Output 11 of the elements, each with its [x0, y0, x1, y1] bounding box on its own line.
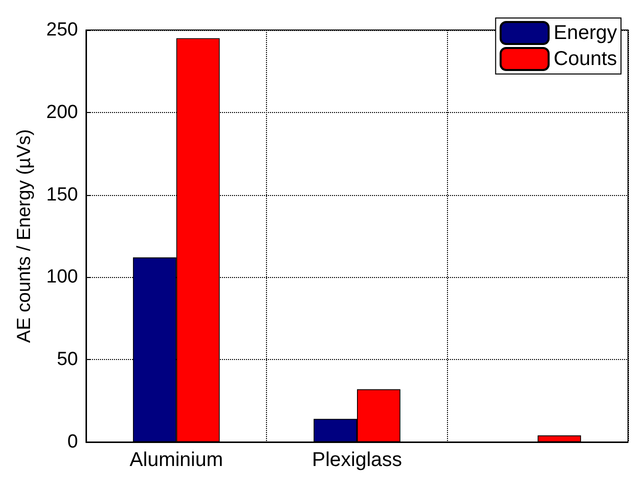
y-tick-label: 50	[56, 349, 78, 370]
x-tick-label: Aluminium	[130, 449, 224, 471]
y-tick-label: 0	[67, 432, 78, 452]
y-tick-label: 150	[46, 184, 78, 206]
legend-label: Counts	[554, 48, 618, 70]
y-tick-label: 100	[46, 266, 78, 288]
y-axis-title: AE counts / Energy (µVs)	[14, 129, 35, 343]
y-tick-label: 250	[46, 20, 78, 40]
y-tick-label: 200	[46, 102, 78, 123]
x-tick-label: Plexiglass	[312, 449, 402, 471]
legend-label: Energy	[554, 22, 618, 44]
